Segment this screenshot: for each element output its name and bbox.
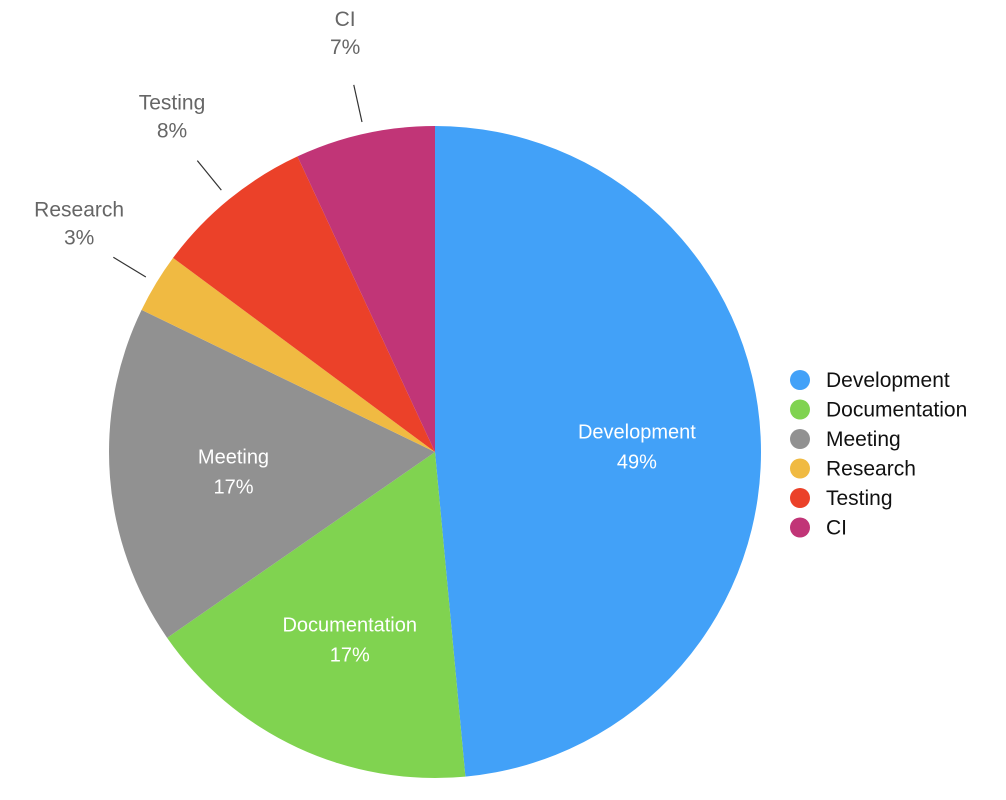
legend-swatch-research bbox=[790, 458, 810, 479]
legend-swatch-development bbox=[790, 370, 810, 390]
legend-swatch-meeting bbox=[790, 429, 810, 449]
legend-label-research: Research bbox=[826, 458, 916, 481]
slice-label-meeting: Meeting bbox=[198, 447, 269, 469]
legend-item-meeting: Meeting bbox=[790, 428, 901, 451]
legend-item-documentation: Documentation bbox=[790, 399, 967, 422]
pie-slice-ci bbox=[297, 126, 435, 452]
pie-slice-documentation bbox=[167, 452, 466, 778]
legend-label-ci: CI bbox=[826, 517, 847, 540]
slice-percent-research: 3% bbox=[64, 227, 94, 250]
slice-percent-documentation: 17% bbox=[330, 644, 370, 666]
slice-labels: Development 49% Documentation 17% Meeting 17%… bbox=[34, 8, 696, 666]
slice-label-ci: CI bbox=[335, 8, 356, 31]
slice-percent-meeting: 17% bbox=[213, 477, 253, 499]
leader-line-ci bbox=[353, 84, 363, 123]
legend-swatch-ci bbox=[790, 517, 810, 538]
pie-slice-testing bbox=[173, 156, 435, 452]
pie-slices bbox=[108, 126, 761, 778]
legend-swatch-testing bbox=[790, 488, 810, 508]
leader-line-research bbox=[113, 256, 147, 278]
legend-item-research: Research bbox=[790, 458, 916, 481]
slice-label-documentation: Documentation bbox=[282, 614, 417, 636]
legend-item-ci: CI bbox=[790, 517, 847, 540]
legend: Development Documentation Meeting Research T… bbox=[790, 369, 967, 540]
slice-label-testing: Testing bbox=[139, 92, 206, 115]
legend-label-testing: Testing bbox=[826, 487, 893, 510]
slice-percent-development: 49% bbox=[617, 452, 657, 474]
legend-item-development: Development bbox=[790, 369, 950, 392]
pie-slice-development bbox=[435, 126, 761, 777]
legend-label-development: Development bbox=[826, 369, 950, 392]
legend-item-testing: Testing bbox=[790, 487, 893, 510]
pie-slice-research bbox=[141, 257, 436, 452]
legend-swatch-documentation bbox=[790, 399, 810, 420]
legend-label-meeting: Meeting bbox=[826, 428, 901, 451]
legend-label-documentation: Documentation bbox=[826, 399, 967, 422]
pie-slice-meeting bbox=[108, 309, 436, 638]
slice-label-research: Research bbox=[34, 199, 124, 222]
slice-percent-ci: 7% bbox=[330, 36, 360, 59]
leader-line-testing bbox=[196, 160, 222, 191]
slice-percent-testing: 8% bbox=[157, 120, 187, 143]
slice-label-development: Development bbox=[578, 422, 696, 444]
